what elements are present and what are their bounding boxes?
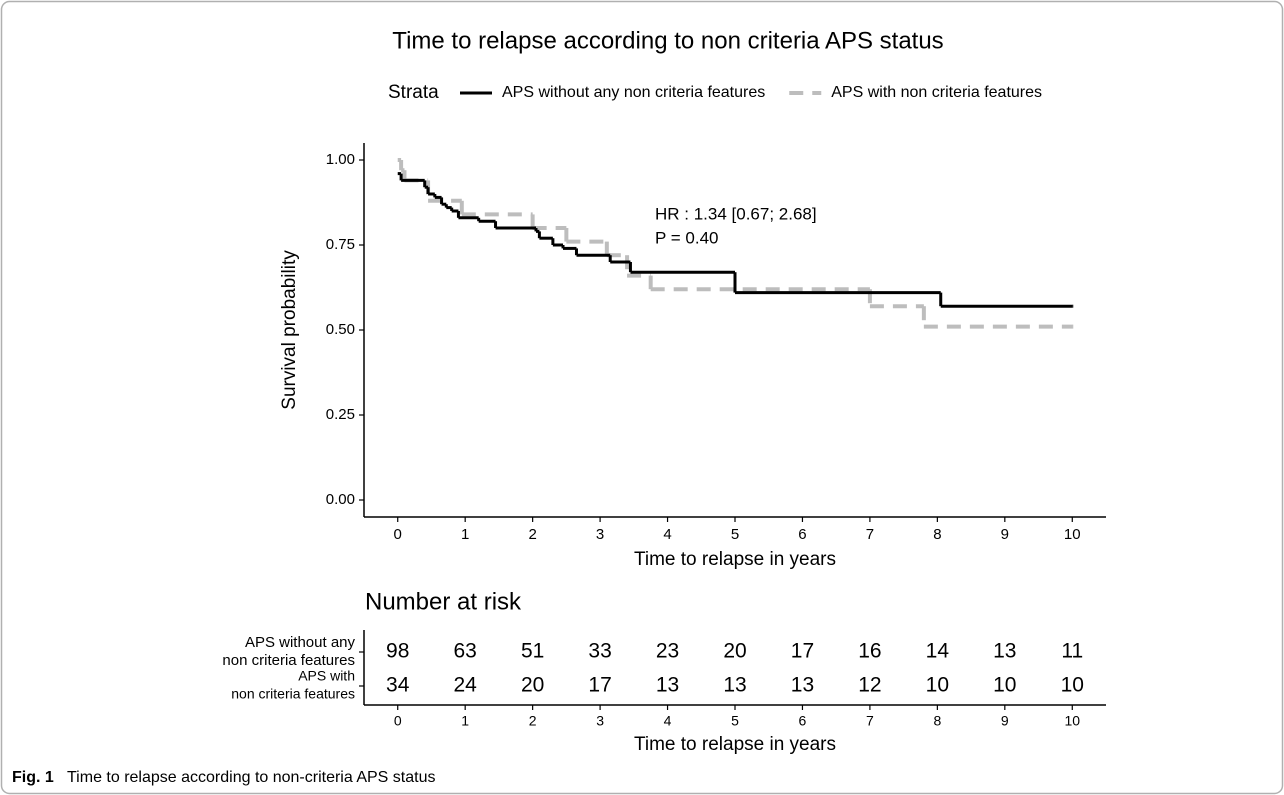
risk-count: 24 [454,674,478,697]
risk-count: 20 [521,674,544,697]
risk-row-label: APS with [298,668,355,684]
y-tick-label: 0.25 [326,406,355,423]
risk-count: 34 [386,674,410,697]
y-tick-label: 0.50 [326,321,355,338]
y-tick-label: 1.00 [326,151,355,168]
y-axis-label: Survival probability [279,250,300,410]
risk-x-tick-label: 9 [1001,713,1009,729]
risk-x-tick-label: 3 [596,713,604,729]
risk-x-tick-label: 4 [664,713,672,729]
risk-count: 51 [521,640,544,663]
risk-count: 10 [1061,674,1084,697]
x-tick-label: 1 [461,526,469,543]
x-tick-label: 3 [596,526,604,543]
annotation: HR : 1.34 [0.67; 2.68] [655,204,817,223]
x-tick-label: 10 [1064,526,1081,543]
x-tick-label: 6 [798,526,806,543]
risk-count: 13 [993,640,1016,663]
risk-count: 17 [588,674,611,697]
risk-row-label: non criteria features [222,652,355,669]
risk-count: 63 [454,640,477,663]
risk-count: 14 [926,640,950,663]
caption-text: Time to relapse according to non-criteri… [67,769,435,786]
risk-x-tick-label: 1 [461,713,469,729]
risk-count: 10 [926,674,949,697]
legend-label: APS with non criteria features [831,84,1042,101]
risk-count: 13 [791,674,814,697]
risk-count: 20 [723,640,746,663]
risk-row-label: non criteria features [231,686,355,702]
y-tick-label: 0.75 [326,236,355,253]
x-axis-label: Time to relapse in years [634,549,836,570]
x-tick-label: 7 [866,526,874,543]
risk-x-tick-label: 0 [394,713,402,729]
risk-table-title: Number at risk [365,588,522,615]
risk-count: 16 [858,640,881,663]
x-tick-label: 2 [528,526,536,543]
x-tick-label: 9 [1001,526,1009,543]
risk-count: 23 [656,640,679,663]
risk-row-label: APS without any [245,634,356,651]
risk-x-tick-label: 8 [933,713,941,729]
caption-label: Fig. 1 [12,769,54,786]
risk-count: 11 [1061,640,1083,663]
risk-count: 13 [723,674,746,697]
chart-title: Time to relapse according to non criteri… [392,27,943,54]
annotation: P = 0.40 [655,228,719,247]
y-tick-label: 0.00 [326,491,355,508]
risk-count: 13 [656,674,679,697]
x-tick-label: 4 [663,526,671,543]
x-tick-label: 8 [933,526,941,543]
legend-title: Strata [388,82,439,103]
risk-x-axis-label: Time to relapse in years [634,734,836,755]
risk-x-tick-label: 7 [866,713,874,729]
risk-x-tick-label: 10 [1064,713,1080,729]
legend-label: APS without any non criteria features [502,84,765,101]
risk-count: 17 [791,640,814,663]
risk-x-tick-label: 2 [529,713,537,729]
x-tick-label: 0 [394,526,402,543]
risk-count: 10 [993,674,1016,697]
risk-x-tick-label: 5 [731,713,739,729]
risk-count: 33 [588,640,611,663]
x-tick-label: 5 [731,526,739,543]
risk-count: 98 [386,640,409,663]
risk-count: 12 [858,674,881,697]
risk-x-tick-label: 6 [799,713,807,729]
